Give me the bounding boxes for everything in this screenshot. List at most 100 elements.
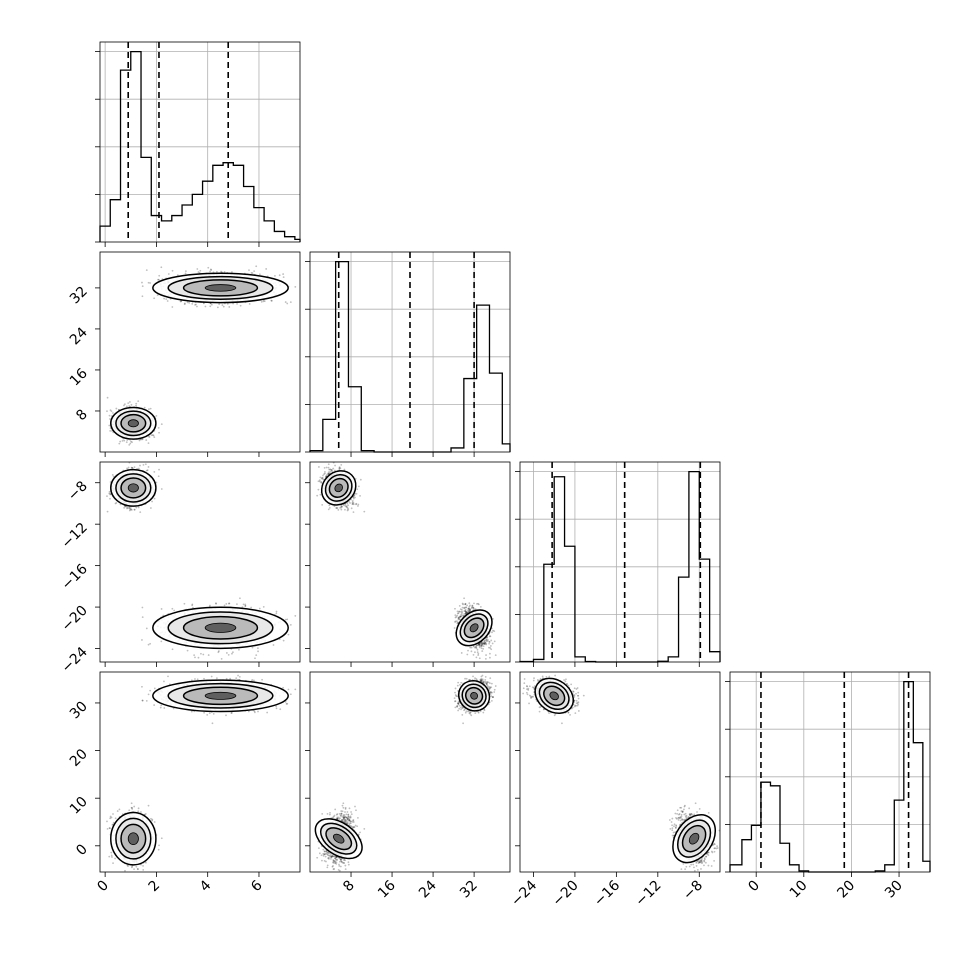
scatter-point [167, 273, 170, 275]
scatter-point [150, 434, 153, 437]
scatter-point [215, 270, 218, 273]
scatter-point [215, 602, 217, 605]
panel-2-0: −24−20−16−12−8 [59, 461, 301, 676]
scatter-point [220, 270, 222, 273]
scatter-point [210, 303, 213, 306]
scatter-point [109, 409, 112, 412]
scatter-point [191, 604, 194, 607]
scatter-point [253, 270, 256, 273]
scatter-point [133, 466, 136, 469]
scatter-point [197, 656, 200, 659]
scatter-point [128, 401, 131, 403]
density-contour-0-3 [127, 419, 139, 428]
scatter-point [123, 439, 126, 442]
scatter-point [157, 426, 160, 429]
scatter-point [207, 654, 210, 656]
scatter-point [209, 604, 211, 607]
histogram-step-0 [99, 50, 301, 242]
scatter-point [119, 440, 122, 443]
scatter-point [163, 297, 166, 300]
scatter-point [171, 306, 174, 308]
scatter-point [287, 633, 290, 636]
scatter-point [284, 301, 287, 303]
scatter-point [286, 618, 289, 621]
scatter-point [129, 442, 132, 445]
scatter-point [150, 507, 152, 509]
scatter-point [209, 268, 212, 271]
scatter-point [202, 653, 205, 656]
scatter-point [248, 269, 250, 272]
scatter-point [106, 495, 108, 498]
scatter-point [128, 443, 131, 446]
scatter-point [160, 640, 163, 643]
scatter-point [194, 303, 196, 306]
scatter-point [196, 268, 199, 270]
scatter-point [131, 441, 133, 444]
scatter-point [133, 508, 136, 511]
scatter-point [126, 467, 128, 470]
scatter-point [157, 475, 160, 478]
scatter-point [274, 274, 276, 277]
scatter-point [147, 466, 150, 468]
scatter-point [152, 434, 155, 437]
scatter-point [257, 647, 259, 650]
scatter-point [173, 609, 176, 612]
scatter-point [141, 285, 144, 288]
scatter-point [130, 403, 133, 406]
scatter-point [135, 402, 138, 405]
scatter-point [223, 604, 226, 607]
scatter-point [191, 302, 194, 305]
scatter-point [157, 278, 160, 281]
y-tick-label: 24 [67, 324, 91, 348]
scatter-point [231, 652, 233, 655]
scatter-point [108, 490, 111, 493]
scatter-point [118, 442, 121, 445]
scatter-point [228, 602, 230, 605]
scatter-point [258, 607, 261, 610]
scatter-point [294, 285, 297, 288]
scatter-point [184, 272, 187, 275]
scatter-point [265, 268, 268, 270]
scatter-point [135, 404, 137, 407]
panel-frame [99, 41, 301, 243]
scatter-point [114, 502, 117, 505]
scatter-point [254, 657, 256, 660]
scatter-point [123, 506, 126, 509]
scatter-point [209, 305, 212, 308]
scatter-point [194, 656, 196, 659]
scatter-point [199, 269, 202, 272]
scatter-point [250, 271, 253, 274]
scatter-point [262, 605, 265, 608]
scatter-point [160, 608, 163, 610]
scatter-point [144, 463, 147, 466]
scatter-point [204, 305, 207, 308]
scatter-point [284, 618, 287, 621]
scatter-point [171, 269, 174, 272]
scatter-point [141, 616, 144, 619]
scatter-point [160, 423, 163, 426]
scatter-point [184, 302, 186, 305]
scatter-point [128, 507, 131, 510]
scatter-point [123, 404, 125, 407]
scatter-point [153, 297, 156, 300]
scatter-point [289, 301, 292, 304]
scatter-point [137, 467, 140, 470]
scatter-point [222, 305, 225, 308]
scatter-point [149, 407, 152, 410]
scatter-point [263, 300, 266, 303]
scatter-point [282, 273, 285, 275]
scatter-point [141, 281, 143, 284]
scatter-point [242, 603, 245, 606]
scatter-point [286, 302, 289, 305]
scatter-point [270, 299, 273, 302]
scatter-point [138, 439, 141, 442]
scatter-point [153, 497, 156, 500]
scatter-point [216, 306, 219, 309]
scatter-point [257, 650, 259, 653]
scatter-point [130, 440, 132, 443]
scatter-point [200, 652, 202, 655]
scatter-point [111, 474, 114, 476]
scatter-point [147, 643, 150, 646]
scatter-point [255, 265, 258, 268]
